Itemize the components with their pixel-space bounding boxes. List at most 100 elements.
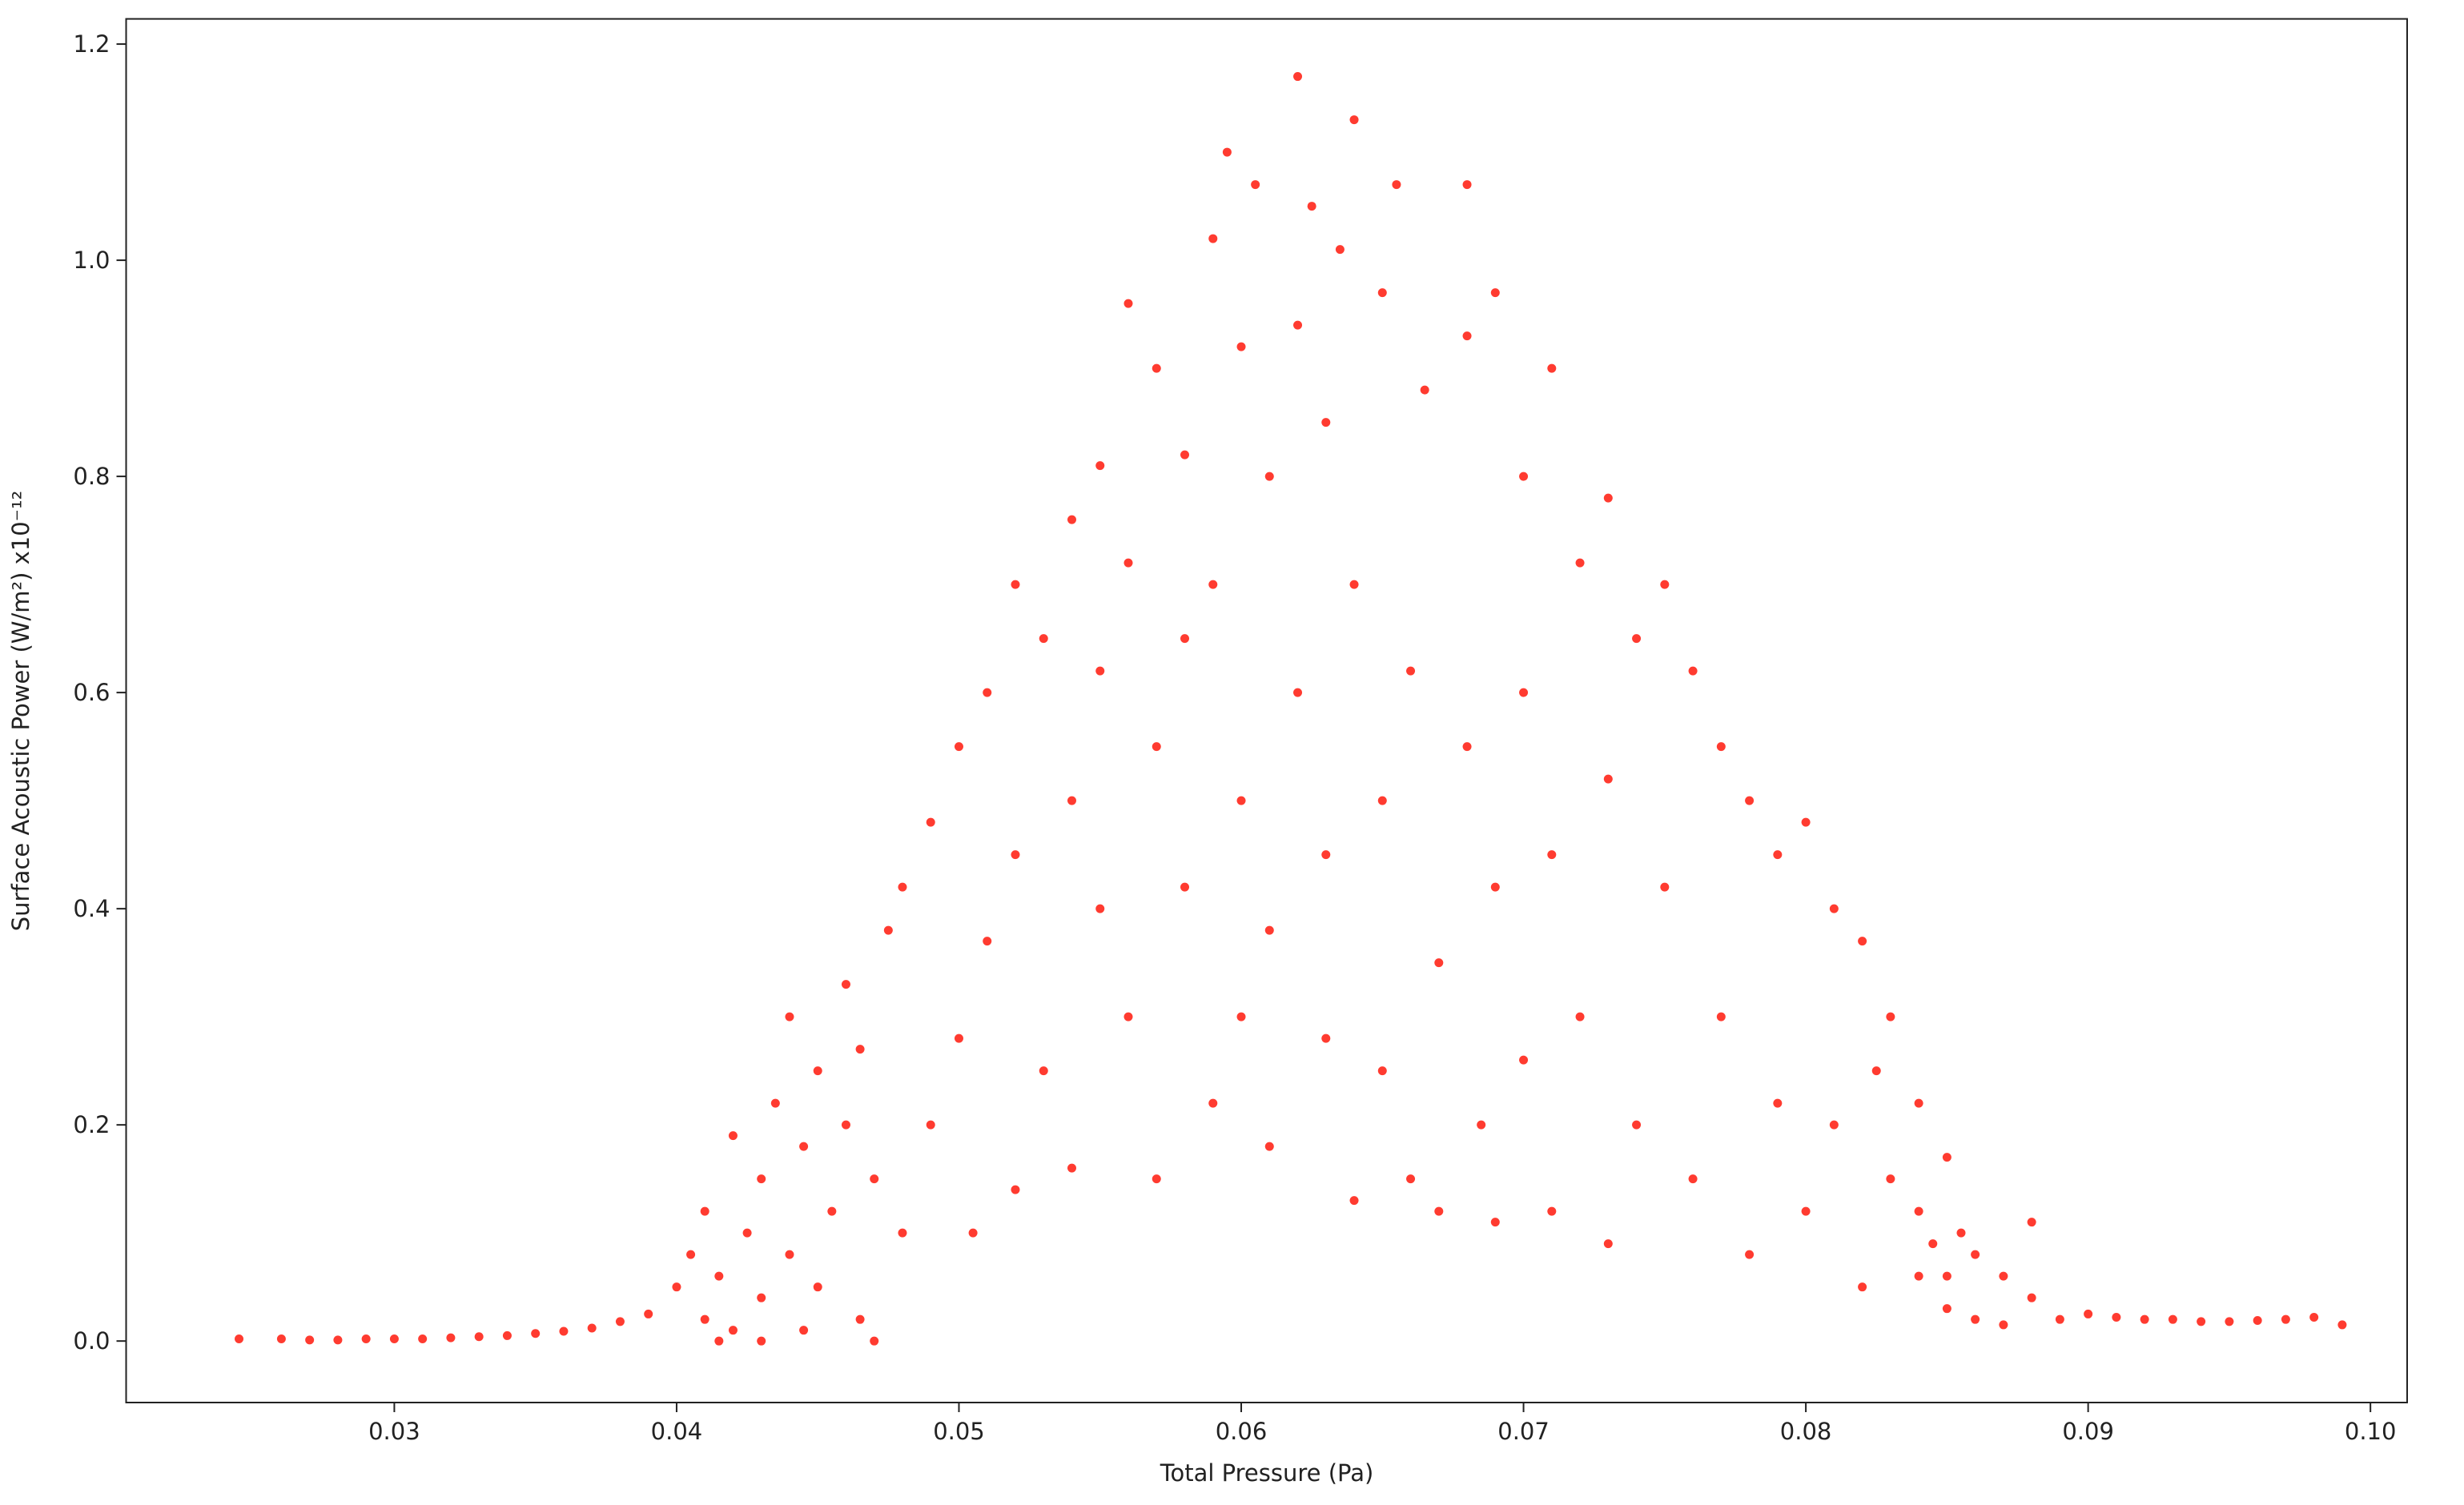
point — [1914, 1098, 1923, 1108]
point — [1971, 1250, 1980, 1259]
point — [1321, 418, 1331, 427]
point — [700, 1206, 709, 1216]
point — [1039, 1066, 1048, 1076]
x-tick-label: 0.05 — [933, 1418, 985, 1445]
point — [2112, 1312, 2121, 1322]
point — [333, 1335, 343, 1345]
point — [559, 1326, 569, 1336]
point — [2027, 1218, 2036, 1227]
point — [883, 925, 893, 935]
point — [757, 1174, 766, 1184]
point — [1829, 1120, 1839, 1130]
point — [1886, 1012, 1895, 1021]
x-axis-label: Total Pressure (Pa) — [1160, 1459, 1374, 1487]
point — [1942, 1304, 1952, 1314]
point — [983, 937, 992, 946]
point — [785, 1012, 794, 1021]
point — [1971, 1314, 1980, 1324]
point — [1603, 1239, 1613, 1249]
point — [870, 1174, 879, 1184]
point — [1547, 363, 1557, 373]
point — [1773, 1098, 1783, 1108]
point — [361, 1334, 371, 1343]
point — [870, 1336, 879, 1346]
x-tick-label: 0.10 — [2345, 1418, 2397, 1445]
point — [1208, 580, 1218, 589]
point — [1349, 115, 1359, 125]
point — [1293, 688, 1303, 697]
point — [1434, 958, 1444, 968]
point — [1999, 1320, 2008, 1330]
point — [926, 817, 935, 827]
point — [1349, 580, 1359, 589]
point — [1942, 1153, 1952, 1162]
point — [1406, 1174, 1416, 1184]
point — [1871, 1066, 1881, 1076]
point — [1420, 385, 1429, 395]
point — [1547, 1206, 1557, 1216]
point — [1999, 1271, 2008, 1281]
point — [1956, 1228, 1966, 1238]
point — [1067, 796, 1076, 805]
point — [757, 1336, 766, 1346]
point — [2225, 1317, 2234, 1326]
x-tick-label: 0.07 — [1497, 1418, 1550, 1445]
point — [1575, 1012, 1585, 1021]
point — [1632, 634, 1642, 644]
y-tick-label: 1.2 — [73, 30, 110, 58]
point — [855, 1045, 865, 1054]
y-tick-label: 0.4 — [73, 895, 110, 922]
point — [1519, 472, 1529, 481]
point — [1208, 1098, 1218, 1108]
point — [1236, 1012, 1246, 1021]
point — [1377, 288, 1387, 298]
point — [1519, 1055, 1529, 1065]
point — [1688, 666, 1698, 676]
point — [1490, 1218, 1500, 1227]
point — [1236, 342, 1246, 351]
y-axis-label: Surface Acoustic Power (W/m²) x10⁻¹² — [7, 491, 34, 931]
point — [1914, 1206, 1923, 1216]
point — [757, 1293, 766, 1302]
point — [2309, 1312, 2319, 1322]
point — [1123, 1012, 1133, 1021]
point — [446, 1333, 456, 1342]
point — [1222, 147, 1232, 157]
point — [1321, 1033, 1331, 1043]
point — [1490, 882, 1500, 892]
point — [1236, 796, 1246, 805]
point — [1914, 1271, 1923, 1281]
point — [799, 1326, 809, 1335]
point — [1377, 796, 1387, 805]
point — [1349, 1196, 1359, 1206]
x-tick-label: 0.06 — [1216, 1418, 1268, 1445]
y-tick-label: 0.8 — [73, 463, 110, 490]
point — [1208, 234, 1218, 243]
point — [1095, 666, 1105, 676]
point — [898, 1228, 907, 1238]
point — [686, 1250, 696, 1259]
point — [1773, 850, 1783, 860]
point — [2281, 1314, 2290, 1324]
y-tick-label: 0.6 — [73, 679, 110, 706]
point — [2084, 1309, 2093, 1318]
point — [1886, 1174, 1895, 1184]
point — [474, 1332, 484, 1342]
x-tick-label: 0.08 — [1780, 1418, 1832, 1445]
point — [968, 1228, 978, 1238]
point — [1490, 288, 1500, 298]
point — [770, 1098, 780, 1108]
point — [728, 1131, 738, 1141]
point — [1547, 850, 1557, 860]
point — [587, 1323, 597, 1333]
point — [1293, 72, 1303, 82]
point — [954, 1033, 963, 1043]
point — [700, 1314, 709, 1324]
point — [1462, 742, 1472, 752]
point — [1928, 1239, 1938, 1249]
point — [1011, 580, 1020, 589]
point — [305, 1335, 315, 1345]
point — [1434, 1206, 1444, 1216]
